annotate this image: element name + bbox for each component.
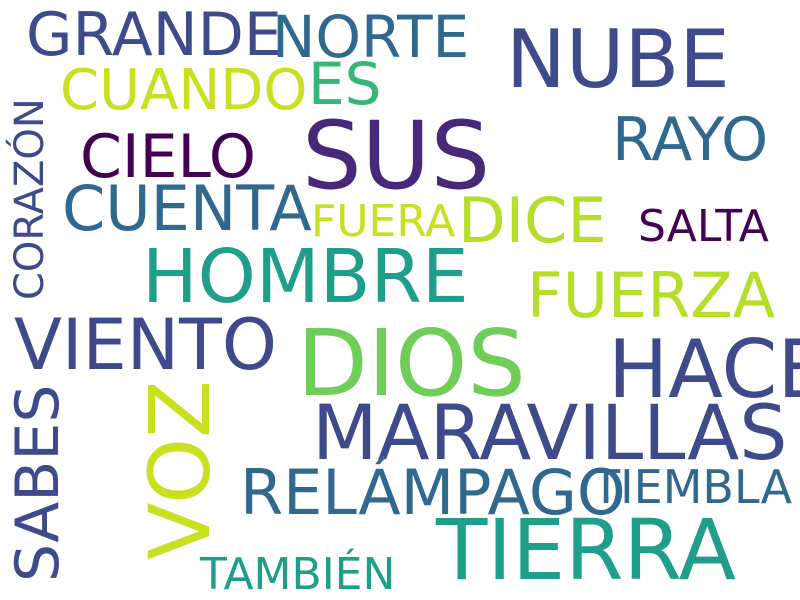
word-sus: SUS [302, 102, 491, 211]
word-sabes: SABES [3, 384, 73, 582]
word-fuera: FUERA [311, 196, 456, 247]
word-maravillas: MARAVILLAS [312, 388, 788, 477]
word-grande: GRANDE [26, 0, 282, 70]
word-tierra: TIERRA [436, 501, 736, 599]
word-dios: DIOS [297, 310, 526, 417]
word-tiembla: TIEMBLA [592, 460, 793, 514]
word-nube: NUBE [506, 13, 730, 106]
word-hombre: HOMBRE [142, 234, 469, 320]
word-salta: SALTA [638, 201, 769, 252]
word-cuando: CUANDO [60, 58, 308, 123]
word-voz: VOZ [131, 380, 229, 560]
word-relampago: RELÁMPAGO [240, 456, 626, 529]
word-es: ES [308, 50, 382, 118]
word-cuenta: CUENTA [62, 172, 312, 245]
word-dice: DICE [458, 184, 607, 257]
word-cielo: CIELO [80, 122, 257, 192]
word-norte: NORTE [272, 3, 470, 71]
word-tambien: TAMBIÉN [200, 549, 396, 600]
word-hace: HACE [608, 323, 800, 416]
word-fuerza: FUERZA [527, 259, 776, 332]
word-viento: VIENTO [14, 304, 277, 386]
word-rayo: RAYO [612, 105, 769, 175]
word-corazon: CORAZÓN [7, 98, 53, 300]
